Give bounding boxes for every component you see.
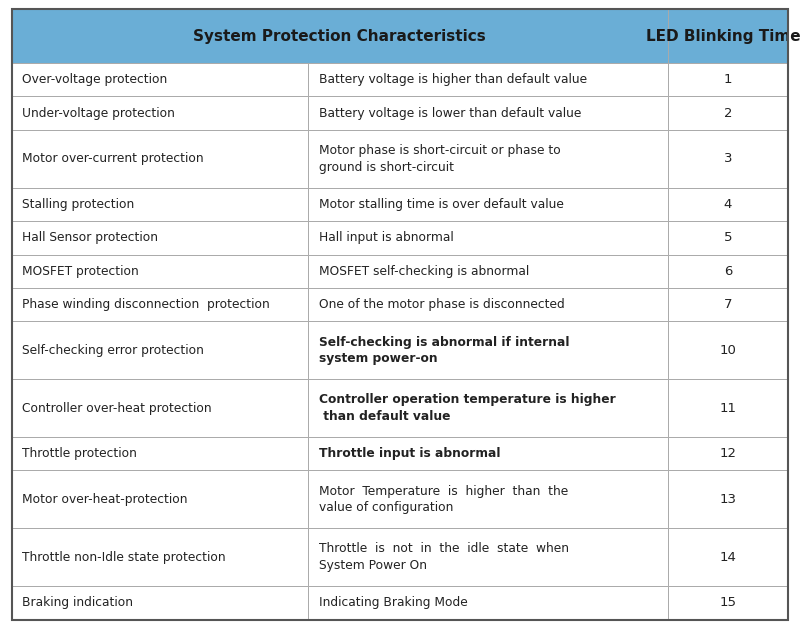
Bar [668, 221, 788, 255]
Bar [309, 321, 668, 379]
Text: Motor phase is short-circuit or phase to
ground is short-circuit: Motor phase is short-circuit or phase to… [319, 144, 561, 174]
Bar [668, 96, 788, 130]
Bar [668, 130, 788, 187]
Bar [668, 255, 788, 288]
Text: 6: 6 [724, 265, 732, 278]
Bar [668, 379, 788, 437]
Text: Self-checking is abnormal if internal
system power-on: Self-checking is abnormal if internal sy… [319, 335, 570, 365]
Text: Stalling protection: Stalling protection [22, 198, 134, 211]
Text: 7: 7 [724, 298, 732, 311]
Text: Throttle  is  not  in  the  idle  state  when
System Power On: Throttle is not in the idle state when S… [319, 542, 569, 572]
Text: LED Blinking Times: LED Blinking Times [646, 29, 800, 43]
Bar [12, 187, 309, 221]
Bar [309, 586, 668, 620]
Bar [309, 379, 668, 437]
Text: 2: 2 [724, 107, 732, 120]
Bar [12, 96, 309, 130]
Bar [668, 187, 788, 221]
Text: Throttle non-Idle state protection: Throttle non-Idle state protection [22, 551, 226, 564]
Bar [309, 255, 668, 288]
Text: Under-voltage protection: Under-voltage protection [22, 107, 175, 120]
Text: 4: 4 [724, 198, 732, 211]
Bar [12, 437, 309, 470]
Text: MOSFET protection: MOSFET protection [22, 265, 139, 278]
Text: 1: 1 [724, 73, 732, 86]
Bar [668, 528, 788, 586]
Text: Throttle input is abnormal: Throttle input is abnormal [319, 447, 500, 460]
Text: Indicating Braking Mode: Indicating Braking Mode [319, 596, 467, 610]
Bar [309, 63, 668, 96]
Text: Hall Sensor protection: Hall Sensor protection [22, 231, 158, 244]
Text: Self-checking error protection: Self-checking error protection [22, 344, 204, 357]
Text: One of the motor phase is disconnected: One of the motor phase is disconnected [319, 298, 565, 311]
Text: Phase winding disconnection  protection: Phase winding disconnection protection [22, 298, 270, 311]
Text: Motor over-heat-protection: Motor over-heat-protection [22, 493, 188, 506]
Bar [309, 528, 668, 586]
Bar [12, 221, 309, 255]
Bar [12, 9, 668, 63]
Bar [12, 130, 309, 187]
Text: 5: 5 [724, 231, 732, 244]
Text: Battery voltage is higher than default value: Battery voltage is higher than default v… [319, 73, 587, 86]
Bar [668, 321, 788, 379]
Bar [668, 437, 788, 470]
Text: 11: 11 [719, 402, 736, 415]
Text: Motor  Temperature  is  higher  than  the
value of configuration: Motor Temperature is higher than the val… [319, 484, 568, 514]
Bar [668, 586, 788, 620]
Text: 13: 13 [719, 493, 736, 506]
Text: 3: 3 [724, 152, 732, 165]
Bar [668, 288, 788, 321]
Bar [309, 96, 668, 130]
Bar [12, 528, 309, 586]
Text: 15: 15 [719, 596, 736, 610]
Text: 10: 10 [719, 344, 736, 357]
Text: Throttle protection: Throttle protection [22, 447, 138, 460]
Bar [309, 470, 668, 528]
Bar [12, 321, 309, 379]
Bar [309, 187, 668, 221]
Bar [12, 255, 309, 288]
Bar [12, 288, 309, 321]
Text: Over-voltage protection: Over-voltage protection [22, 73, 168, 86]
Text: System Protection Characteristics: System Protection Characteristics [194, 29, 486, 43]
Bar [309, 437, 668, 470]
Text: Controller over-heat protection: Controller over-heat protection [22, 402, 212, 415]
Bar [12, 379, 309, 437]
Text: Battery voltage is lower than default value: Battery voltage is lower than default va… [319, 107, 582, 120]
Text: Braking indication: Braking indication [22, 596, 134, 610]
Text: 12: 12 [719, 447, 736, 460]
Bar [309, 288, 668, 321]
Bar [12, 586, 309, 620]
Bar [668, 470, 788, 528]
Text: MOSFET self-checking is abnormal: MOSFET self-checking is abnormal [319, 265, 529, 278]
Bar [309, 221, 668, 255]
Text: Controller operation temperature is higher
 than default value: Controller operation temperature is high… [319, 393, 615, 423]
Bar [668, 9, 788, 63]
Bar [12, 470, 309, 528]
Bar [309, 130, 668, 187]
Text: Motor over-current protection: Motor over-current protection [22, 152, 204, 165]
Bar [668, 63, 788, 96]
Bar [12, 63, 309, 96]
Text: Hall input is abnormal: Hall input is abnormal [319, 231, 454, 244]
Text: Motor stalling time is over default value: Motor stalling time is over default valu… [319, 198, 564, 211]
Text: 14: 14 [719, 551, 736, 564]
